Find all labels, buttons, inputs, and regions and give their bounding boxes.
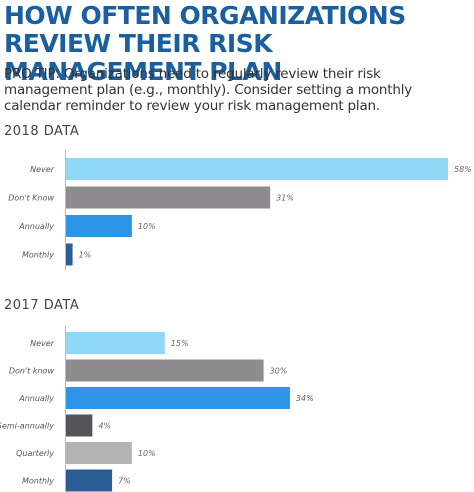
category-label-never: Never — [30, 339, 55, 348]
category-label-don-t-know: Don't know — [9, 367, 55, 376]
category-label-annually: Annually — [18, 222, 54, 231]
category-label-don-t-know: Don't Know — [8, 194, 54, 203]
bar-quarterly — [66, 442, 132, 464]
category-label-semi-annually: Semi-annually — [0, 422, 54, 431]
value-label-don-t-know: 30% — [270, 367, 288, 376]
value-label-annually: 10% — [138, 222, 156, 231]
bar-monthly — [66, 469, 113, 492]
value-label-don-t-know: 31% — [276, 194, 294, 203]
value-label-annually: 34% — [296, 394, 314, 403]
category-label-never: Never — [30, 165, 55, 174]
page-title: HOW OFTEN ORGANIZATIONS REVIEW THEIR RIS… — [4, 1, 406, 86]
bar-don-t-know — [66, 359, 264, 382]
bar-annually — [66, 215, 132, 237]
bar-never — [66, 158, 448, 180]
category-label-monthly: Monthly — [22, 251, 54, 260]
bar-annually — [66, 387, 290, 409]
value-label-quarterly: 10% — [138, 449, 156, 458]
bar-don-t-know — [66, 186, 271, 209]
pro-tip-text: PRO TIP: Organizations need to regularly… — [4, 66, 413, 114]
bar-never — [66, 332, 165, 354]
category-label-quarterly: Quarterly — [16, 449, 54, 458]
value-label-semi-annually: 4% — [98, 422, 111, 431]
category-label-monthly: Monthly — [22, 477, 54, 486]
value-label-never: 15% — [171, 339, 189, 348]
chart-2018: Never 58% Don't Know 31% Annually 10% Monthly 1… — [8, 150, 472, 270]
bar-monthly — [66, 243, 73, 266]
bar-semi-annually — [66, 414, 93, 437]
chart-2017: Never 15% Don't know 30% Annually 34% Semi-ann… — [0, 326, 314, 492]
value-label-monthly: 1% — [79, 251, 92, 260]
chart-2017-title: 2017 DATA — [4, 298, 80, 313]
value-label-never: 58% — [454, 165, 472, 174]
value-label-monthly: 7% — [118, 477, 131, 486]
category-label-annually: Annually — [18, 394, 54, 403]
chart-2018-title: 2018 DATA — [4, 124, 80, 139]
